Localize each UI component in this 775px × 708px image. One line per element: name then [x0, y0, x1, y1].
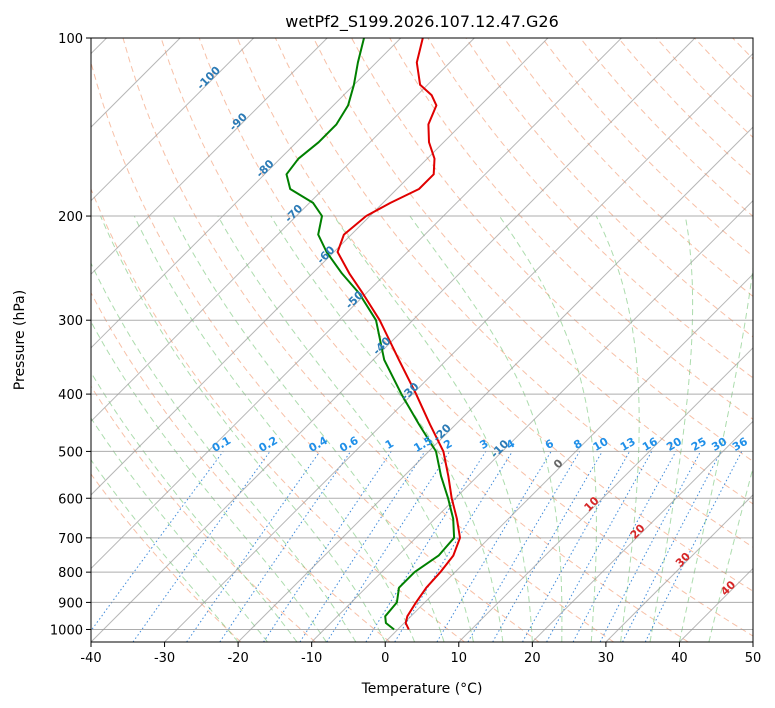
mixing-ratio-line: [394, 451, 513, 642]
x-tick-label: 40: [671, 651, 688, 666]
moist-adiabat-line: [100, 215, 386, 642]
mixing-ratio-line: [546, 451, 653, 642]
dry-adiabat-line: [274, 38, 753, 548]
x-tick-label: 20: [524, 651, 541, 666]
dry-adiabat-line: [503, 38, 753, 298]
dry-adiabat-line: [427, 38, 753, 379]
isotherm-line: [91, 38, 622, 570]
x-tick-label: 10: [451, 651, 468, 666]
moist-adiabat-line: [409, 215, 563, 642]
profile-line-0: [336, 38, 461, 630]
isotherm-line: [311, 199, 753, 642]
mixing-ratio-line: [219, 451, 352, 642]
dry-adiabat-line: [91, 187, 465, 642]
isotherm-line: [384, 273, 753, 642]
y-tick-label: 400: [58, 388, 83, 403]
y-tick-label: 800: [58, 566, 83, 581]
x-tick-label: -20: [227, 651, 248, 666]
moist-adiabat-line: [649, 215, 694, 642]
profile-line-1: [285, 38, 456, 631]
x-tick-label: 0: [381, 651, 389, 666]
x-axis-label: Temperature (°C): [361, 681, 483, 697]
x-tick-label: -10: [301, 651, 322, 666]
y-tick-label: 300: [58, 314, 83, 329]
y-tick-label: 600: [58, 492, 83, 507]
isotherm-line: [91, 38, 402, 349]
mixing-ratio-line: [326, 451, 451, 642]
mixing-ratio-line: [572, 451, 677, 642]
y-tick-label: 200: [58, 210, 83, 225]
x-tick-label: -40: [80, 651, 101, 666]
mixing-ratio-line: [644, 451, 743, 642]
x-tick-label: -30: [154, 651, 175, 666]
x-tick-label: 50: [745, 651, 762, 666]
y-tick-label: 900: [58, 596, 83, 611]
isotherm-line: [164, 52, 753, 642]
moist-adiabat-line: [91, 320, 327, 642]
moist-adiabat-line: [91, 371, 298, 642]
dry-adiabat-line: [91, 291, 391, 642]
dry-adiabat-line: [351, 38, 753, 462]
mixing-ratio-line: [186, 451, 321, 642]
chart-title: wetPf2_S199.2026.107.12.47.G26: [285, 12, 559, 32]
moist-adiabat-line: [678, 264, 753, 642]
isotherm-line: [605, 494, 753, 642]
moist-adiabat-line: [217, 215, 474, 642]
y-tick-label: 100: [58, 32, 83, 47]
dry-adiabat-line: [389, 38, 753, 420]
isotherm-line: [91, 38, 549, 496]
moist-adiabat-line: [595, 215, 640, 642]
y-tick-label: 700: [58, 532, 83, 547]
mixing-ratio-line: [299, 451, 426, 642]
moist-adiabat-line: [91, 262, 357, 642]
axes: -40 -30 -20 -10 0 10 20 30 40 50 100 200 300 400 500 60…: [50, 32, 761, 666]
moist-adiabat-line: [333, 215, 533, 642]
dry-adiabat-line: [465, 38, 753, 338]
plot-frame: [90, 37, 754, 643]
mixing-ratio-line: [91, 451, 224, 632]
isotherm-line: [91, 38, 328, 275]
mixing-ratio-line: [522, 451, 631, 642]
dry-adiabat-line: [236, 38, 753, 592]
isotherm-line: [458, 347, 753, 642]
y-tick-label: 1000: [50, 623, 83, 638]
y-axis-label: Pressure (hPa): [12, 290, 28, 390]
moist-adiabat-line: [172, 215, 445, 642]
dry-adiabat-line: [122, 38, 614, 642]
isotherm-line: [237, 126, 753, 642]
isotherm-line: [91, 38, 475, 423]
isotherm-line: [531, 420, 753, 642]
mixing-ratio-line: [263, 451, 392, 642]
isotherm-line: [91, 38, 255, 202]
plot-area: [91, 38, 753, 642]
dry-adiabat-line: [91, 60, 540, 642]
dry-adiabat-line: [91, 385, 316, 642]
y-tick-label: 500: [58, 445, 83, 460]
moist-adiabat-line: [270, 215, 504, 642]
isotherm-line: [91, 38, 696, 642]
x-tick-label: 30: [598, 651, 615, 666]
dry-adiabat-line: [160, 38, 689, 642]
moist-adiabat-line: [133, 215, 416, 642]
moist-adiabat-line: [91, 417, 268, 642]
moist-adiabat-line: [91, 458, 239, 642]
dry-adiabat-line: [313, 38, 753, 505]
dry-adiabat-line: [91, 473, 242, 642]
